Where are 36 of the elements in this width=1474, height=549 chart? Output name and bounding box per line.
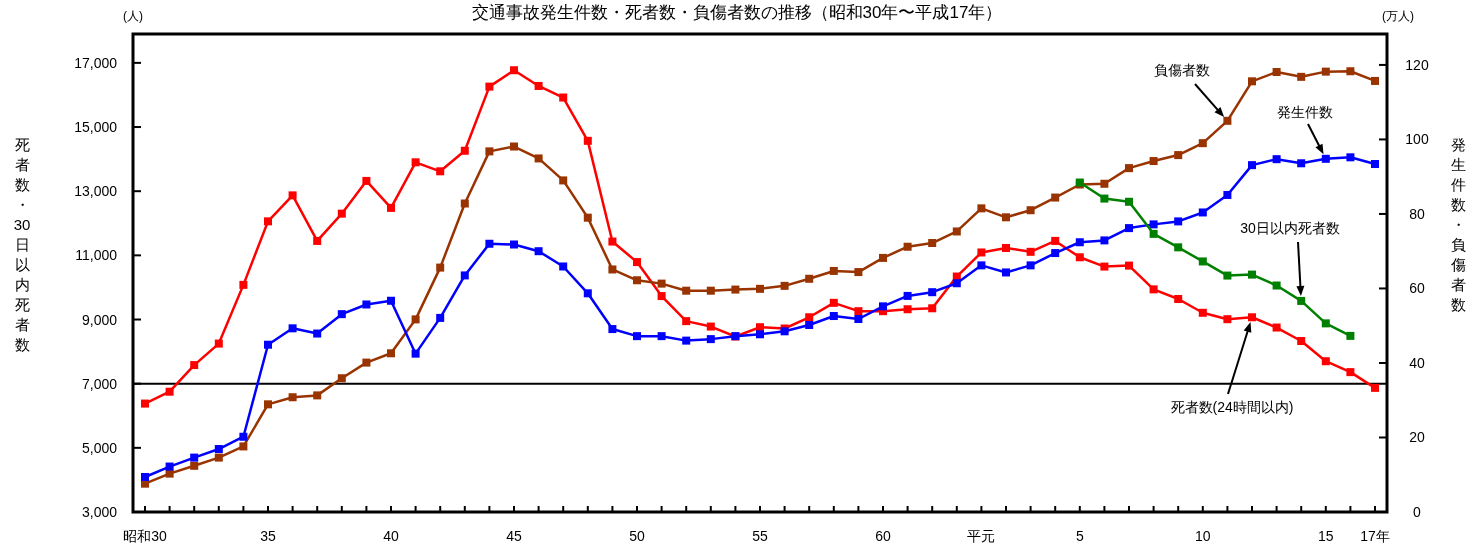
text: 負傷者数 [1154, 62, 1210, 78]
chart-title: 交通事故発生件数・死者数・負傷者数の推移（昭和30年〜平成17年） [471, 3, 1003, 22]
y2-tick-label: 20 [1409, 429, 1425, 446]
text: (人) [123, 9, 143, 23]
text: (万人) [1382, 9, 1414, 23]
x-tick-label: 5 [1075, 528, 1084, 544]
x-tick-label: 17年 [1360, 528, 1390, 544]
y-tick-label: 5,000 [81, 439, 118, 456]
x-tick-label: 45 [506, 528, 522, 544]
y-tick-label: 3,000 [81, 504, 118, 520]
x-tick-label: 昭和30 [123, 528, 167, 544]
x-tick-label: 60 [875, 528, 891, 544]
x-tick-label: 15 [1318, 528, 1334, 544]
y2-tick-label: 0 [1413, 504, 1422, 520]
text: 発生件数・負傷者数 [1450, 136, 1466, 313]
y2-tick-label: 80 [1409, 205, 1425, 222]
y-tick-label: 15,000 [74, 119, 118, 136]
y-tick-label: 9,000 [81, 311, 118, 328]
y2-tick-label: 40 [1409, 354, 1425, 371]
text: 発生件数 [1277, 104, 1333, 120]
y2-tick-label: 100 [1405, 131, 1429, 148]
y-tick-label: 17,000 [74, 54, 118, 71]
y-tick-label: 13,000 [74, 183, 118, 200]
y-tick-label: 7,000 [81, 375, 118, 392]
y2-tick-label: 60 [1409, 280, 1425, 297]
x-tick-label: 55 [752, 528, 768, 544]
x-tick-label: 40 [383, 528, 399, 544]
text: 死者数(24時間以内) [1170, 399, 1294, 415]
y2-tick-label: 120 [1405, 56, 1429, 73]
x-tick-label: 10 [1195, 528, 1211, 544]
y-tick-label: 11,000 [75, 247, 118, 264]
x-tick-label: 35 [260, 528, 276, 544]
text: 死者数・30日以内死者数 [13, 136, 31, 353]
x-tick-label: 50 [629, 528, 645, 544]
x-tick-label: 平元 [967, 528, 996, 544]
text: 30日以内死者数 [1240, 220, 1340, 236]
